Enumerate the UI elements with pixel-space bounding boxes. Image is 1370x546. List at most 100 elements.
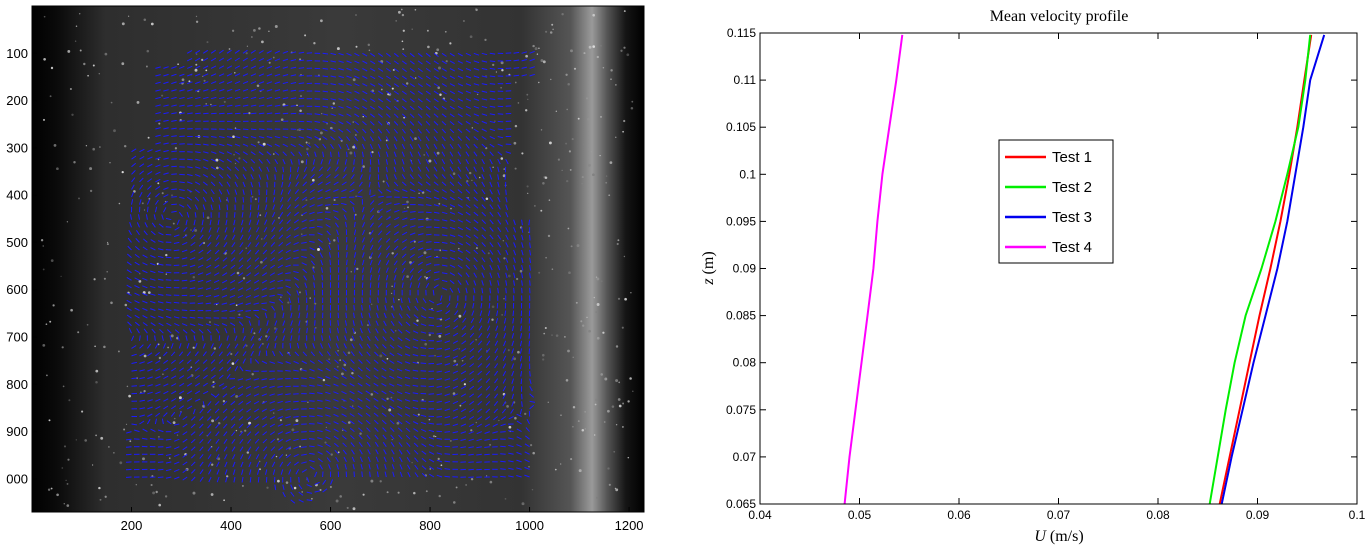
particle-speckle (580, 320, 583, 323)
velocity-vector (496, 310, 499, 316)
velocity-vector (222, 257, 228, 262)
velocity-vector (452, 446, 458, 448)
velocity-vector (494, 332, 499, 339)
velocity-vector (169, 335, 172, 341)
velocity-vector (341, 208, 347, 213)
velocity-vector (265, 469, 268, 475)
velocity-vector (457, 60, 464, 64)
velocity-vector (496, 302, 499, 309)
velocity-vector (521, 242, 524, 248)
velocity-vector (294, 189, 300, 195)
particle-speckle (397, 491, 400, 494)
velocity-vector (393, 274, 397, 281)
particle-speckle (627, 456, 630, 459)
velocity-vector (255, 234, 260, 240)
velocity-vector (361, 259, 365, 266)
particle-speckle (100, 436, 104, 440)
velocity-vector (265, 350, 268, 356)
velocity-vector (147, 352, 153, 357)
velocity-vector (226, 166, 232, 171)
velocity-vector (405, 427, 411, 432)
particle-speckle (517, 102, 520, 104)
velocity-vector (210, 96, 217, 100)
velocity-vector (433, 278, 440, 281)
particle-speckle (392, 68, 395, 72)
particle-speckle (253, 29, 256, 32)
velocity-vector (280, 469, 284, 475)
velocity-vector (126, 431, 132, 434)
velocity-vector (262, 438, 268, 444)
velocity-vector (354, 105, 360, 110)
particle-speckle (47, 488, 51, 491)
velocity-vector (290, 89, 297, 92)
velocity-vector (317, 225, 323, 228)
particle-speckle (501, 69, 504, 72)
velocity-vector (340, 202, 347, 206)
velocity-vector (245, 378, 252, 381)
velocity-vector (261, 308, 267, 311)
velocity-vector (257, 476, 260, 483)
velocity-vector (301, 438, 307, 441)
particle-speckle (500, 157, 504, 160)
velocity-vector (218, 57, 225, 62)
velocity-vector (357, 420, 363, 425)
particle-speckle (624, 297, 627, 301)
velocity-vector (433, 204, 440, 207)
velocity-vector (401, 151, 405, 157)
particle-speckle (232, 135, 235, 139)
velocity-vector (449, 60, 455, 65)
velocity-vector (163, 66, 169, 69)
particle-speckle (161, 94, 164, 97)
particle-speckle (379, 480, 382, 483)
velocity-vector (489, 196, 494, 202)
particle-speckle (530, 444, 533, 447)
velocity-vector (382, 427, 387, 432)
velocity-vector (139, 420, 145, 425)
velocity-vector (444, 325, 451, 329)
velocity-vector (171, 81, 177, 85)
particle-speckle (594, 434, 596, 436)
velocity-vector (178, 211, 183, 217)
velocity-vector (398, 449, 403, 455)
velocity-vector (392, 471, 395, 478)
velocity-vector (290, 335, 293, 341)
particle-speckle (551, 268, 554, 271)
particle-speckle (210, 463, 214, 466)
particle-speckle (567, 82, 570, 86)
velocity-vector (290, 143, 296, 148)
velocity-vector (513, 264, 516, 271)
profile-y-tick-label: 0.07 (733, 450, 757, 464)
velocity-vector (494, 385, 499, 391)
particle-speckle (585, 97, 589, 100)
velocity-vector (389, 383, 395, 387)
velocity-vector (452, 385, 459, 389)
velocity-vector (346, 98, 352, 102)
particle-speckle (65, 479, 67, 481)
velocity-vector (485, 400, 491, 406)
velocity-vector (258, 128, 265, 130)
velocity-vector (417, 247, 424, 251)
velocity-vector (213, 310, 220, 312)
velocity-vector (365, 420, 371, 425)
velocity-vector (218, 158, 225, 163)
velocity-vector (449, 90, 456, 95)
velocity-vector (349, 181, 355, 186)
velocity-vector (465, 136, 471, 141)
velocity-vector (298, 59, 305, 62)
velocity-vector (418, 218, 424, 221)
velocity-vector (433, 113, 439, 118)
velocity-vector (226, 112, 233, 115)
velocity-vector (358, 359, 363, 364)
particle-speckle (195, 63, 198, 66)
particle-speckle (621, 326, 624, 329)
velocity-vector (502, 385, 507, 392)
velocity-vector (190, 431, 196, 436)
velocity-vector (433, 121, 439, 126)
particle-speckle (534, 205, 536, 207)
velocity-vector (449, 204, 456, 208)
velocity-vector (418, 225, 424, 228)
velocity-vector (171, 390, 177, 395)
velocity-vector (489, 151, 494, 157)
velocity-vector (135, 238, 140, 243)
velocity-vector (473, 189, 478, 195)
